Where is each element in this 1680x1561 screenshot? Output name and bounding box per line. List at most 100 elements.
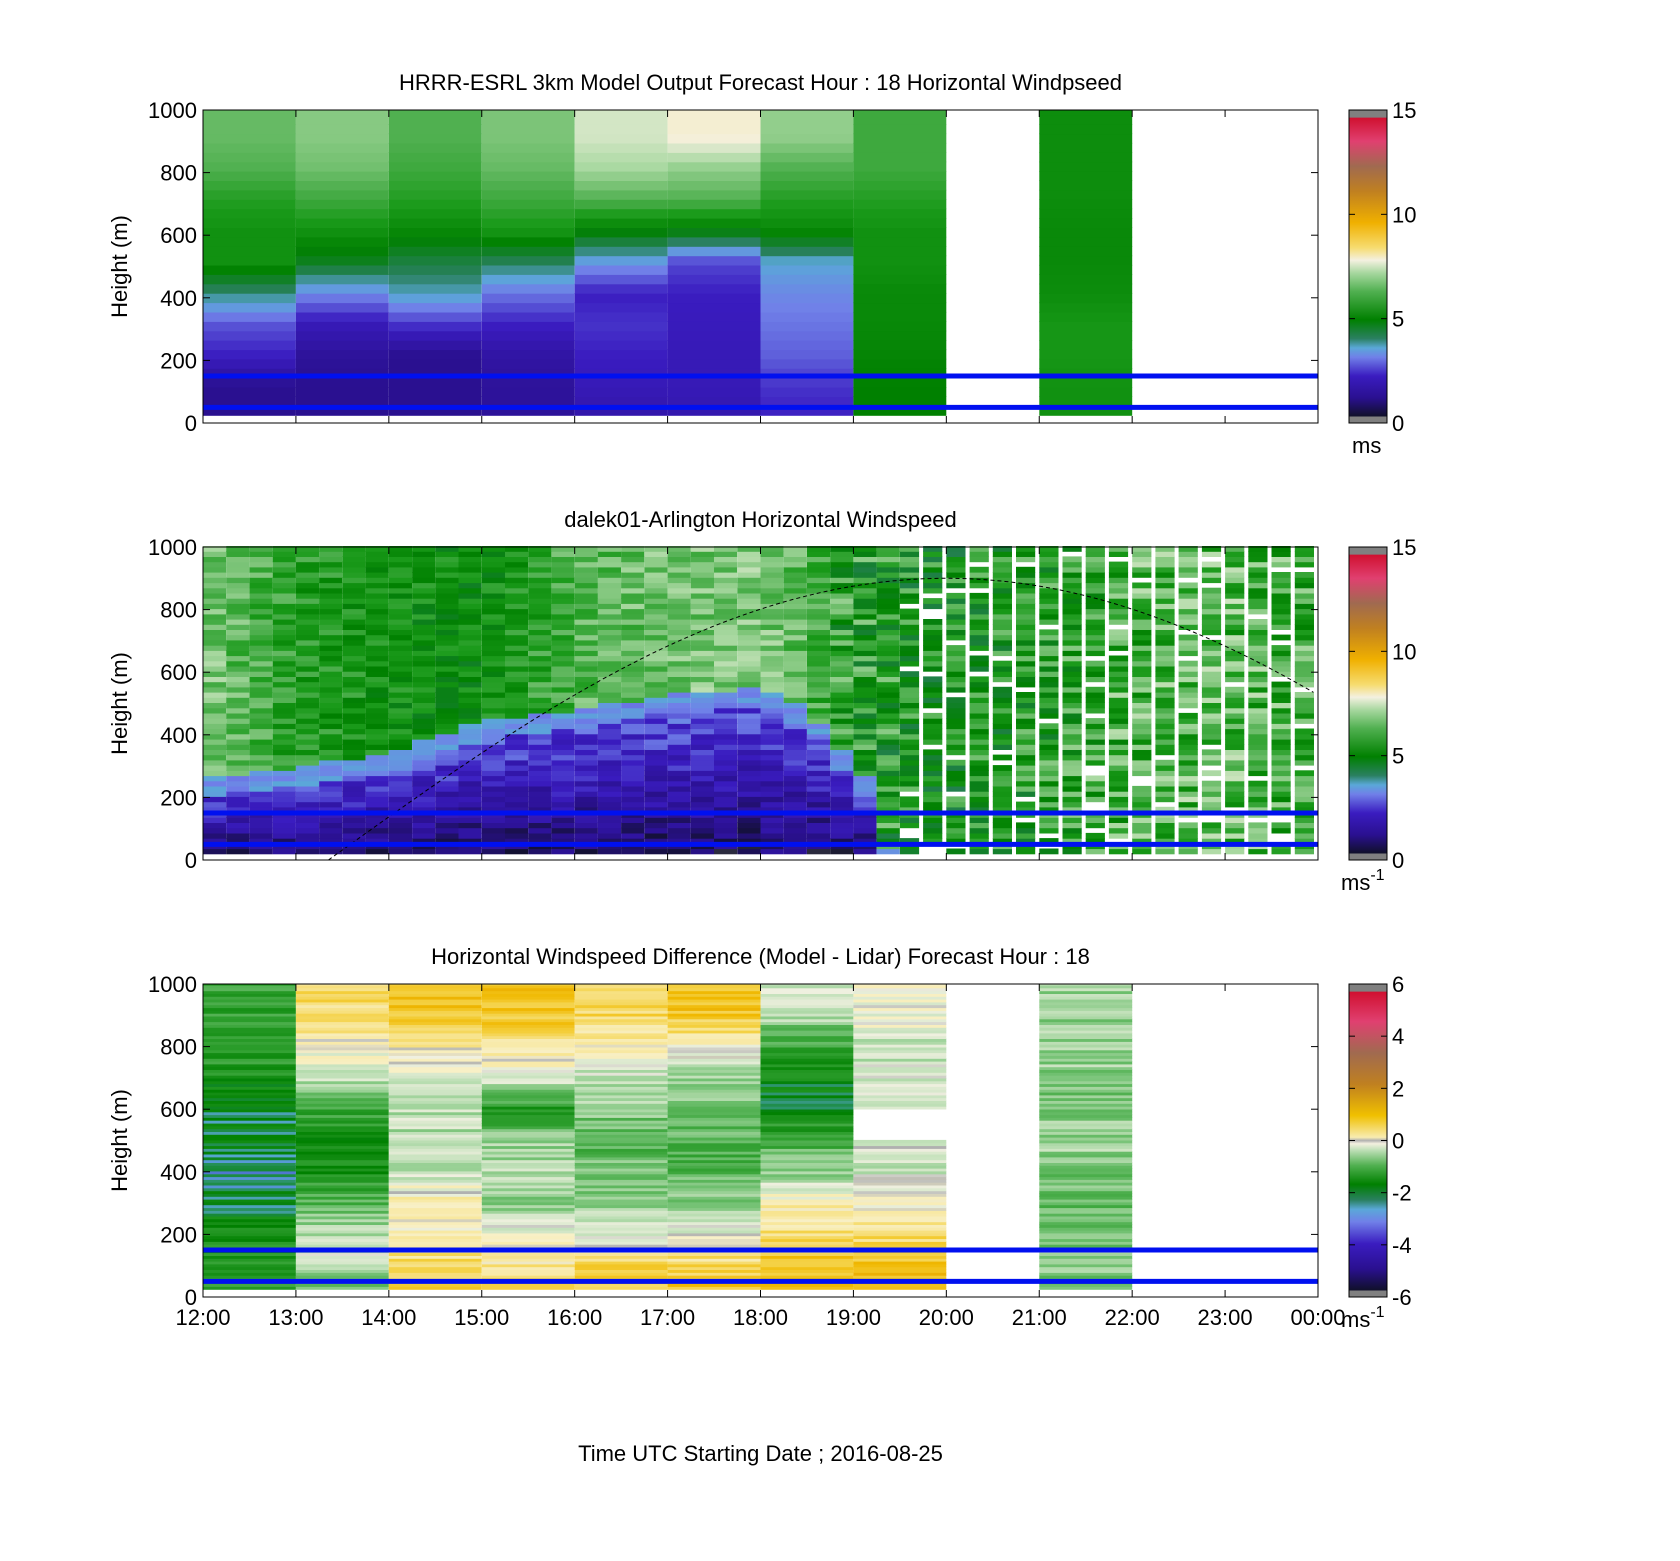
heatmap-cell	[667, 1266, 761, 1270]
heatmap-cell	[667, 1072, 761, 1076]
heatmap-cell	[505, 572, 529, 578]
heatmap-cell	[807, 566, 831, 573]
heatmap-cell	[505, 780, 529, 787]
heatmap-cell	[481, 1038, 575, 1042]
heatmap-cell	[667, 1015, 761, 1020]
heatmap-cell	[574, 1272, 668, 1276]
heatmap-cell	[1039, 1221, 1133, 1225]
heatmap-cell	[946, 561, 966, 568]
heatmap-cell	[853, 1058, 947, 1062]
heatmap-cell	[899, 608, 920, 615]
heatmap-cell	[388, 1080, 482, 1085]
heatmap-cell	[1039, 1165, 1133, 1169]
heatmap-cell	[946, 765, 966, 771]
heatmap-cell	[1201, 624, 1222, 630]
panel-title: HRRR-ESRL 3km Model Output Forecast Hour…	[399, 70, 1122, 95]
heatmap-cell	[1039, 255, 1133, 266]
heatmap-cell	[388, 236, 482, 247]
heatmap-cell	[388, 744, 412, 750]
heatmap-cell	[551, 686, 575, 693]
heatmap-cell	[481, 1162, 575, 1166]
heatmap-cell	[830, 770, 854, 777]
heatmap-cell	[1085, 634, 1105, 641]
heatmap-cell	[226, 822, 250, 829]
heatmap-cell	[760, 796, 784, 803]
heatmap-cell	[597, 634, 622, 641]
heatmap-cell	[1294, 697, 1314, 703]
heatmap-cell	[760, 293, 854, 304]
heatmap-cell	[481, 692, 505, 698]
heatmap-cell	[388, 1041, 482, 1045]
heatmap-cell	[226, 744, 250, 750]
heatmap-cell	[621, 791, 645, 797]
heatmap-cell	[783, 660, 807, 667]
heatmap-cell	[899, 780, 920, 787]
heatmap-cell	[1132, 848, 1152, 855]
heatmap-cell	[783, 629, 807, 636]
heatmap-cell	[203, 775, 227, 782]
heatmap-cell	[853, 728, 877, 735]
heatmap-cell	[342, 572, 366, 578]
heatmap-cell	[667, 1148, 761, 1152]
heatmap-cell	[388, 1221, 482, 1225]
heatmap-cell	[853, 759, 877, 766]
heatmap-cell	[783, 733, 807, 740]
heatmap-cell	[388, 796, 412, 803]
heatmap-cell	[388, 152, 482, 163]
heatmap-cell	[853, 838, 877, 844]
heatmap-cell	[412, 733, 436, 740]
heatmap-cell	[481, 587, 505, 594]
heatmap-cell	[319, 624, 343, 630]
heatmap-cell	[295, 114, 389, 125]
heatmap-cell	[505, 676, 529, 683]
heatmap-cell	[528, 838, 552, 844]
heatmap-cell	[1039, 208, 1133, 219]
heatmap-cell	[388, 660, 412, 667]
heatmap-cell	[1016, 832, 1036, 839]
heatmap-cell	[1039, 283, 1133, 294]
heatmap-cell	[667, 1182, 761, 1186]
heatmap-cell	[295, 1165, 389, 1169]
heatmap-cell	[992, 838, 1012, 844]
heatmap-cell	[1225, 744, 1245, 750]
x-axis-label: Time UTC Starting Date ; 2016-08-25	[578, 1441, 943, 1466]
heatmap-cell	[295, 749, 320, 756]
heatmap-cell	[505, 629, 529, 636]
heatmap-cell	[319, 749, 343, 756]
heatmap-cell	[853, 1041, 947, 1045]
heatmap-cell	[481, 645, 505, 651]
heatmap-cell	[783, 754, 807, 761]
heatmap-cell	[1108, 582, 1129, 589]
heatmap-cell	[574, 208, 668, 219]
heatmap-cell	[435, 791, 459, 797]
heatmap-cell	[551, 608, 575, 615]
heatmap-cell	[667, 987, 761, 992]
heatmap-cell	[388, 707, 412, 714]
heatmap-cell	[574, 161, 668, 172]
heatmap-cell	[667, 1199, 761, 1203]
heatmap-cell	[1016, 702, 1036, 709]
heatmap-cell	[1225, 723, 1245, 730]
heatmap-cell	[992, 634, 1012, 641]
heatmap-cell	[388, 1052, 482, 1056]
heatmap-cell	[1294, 619, 1314, 625]
heatmap-cell	[481, 551, 505, 557]
heatmap-cell	[342, 634, 366, 641]
heatmap-cell	[574, 1069, 668, 1073]
heatmap-cell	[1248, 785, 1268, 792]
heatmap-cell	[1085, 718, 1105, 724]
heatmap-cell	[1062, 624, 1082, 630]
heatmap-cell	[295, 566, 320, 573]
heatmap-cell	[667, 1145, 761, 1149]
heatmap-cell	[342, 780, 366, 787]
heatmap-cell	[1039, 293, 1133, 304]
heatmap-cell	[853, 718, 877, 724]
heatmap-cell	[969, 770, 989, 777]
heatmap-cell	[388, 255, 482, 266]
heatmap-cell	[412, 848, 436, 855]
heatmap-cell	[365, 551, 389, 557]
heatmap-cell	[1108, 702, 1129, 709]
heatmap-cell	[481, 1041, 575, 1045]
heatmap-cell	[597, 749, 622, 756]
heatmap-cell	[342, 603, 366, 610]
